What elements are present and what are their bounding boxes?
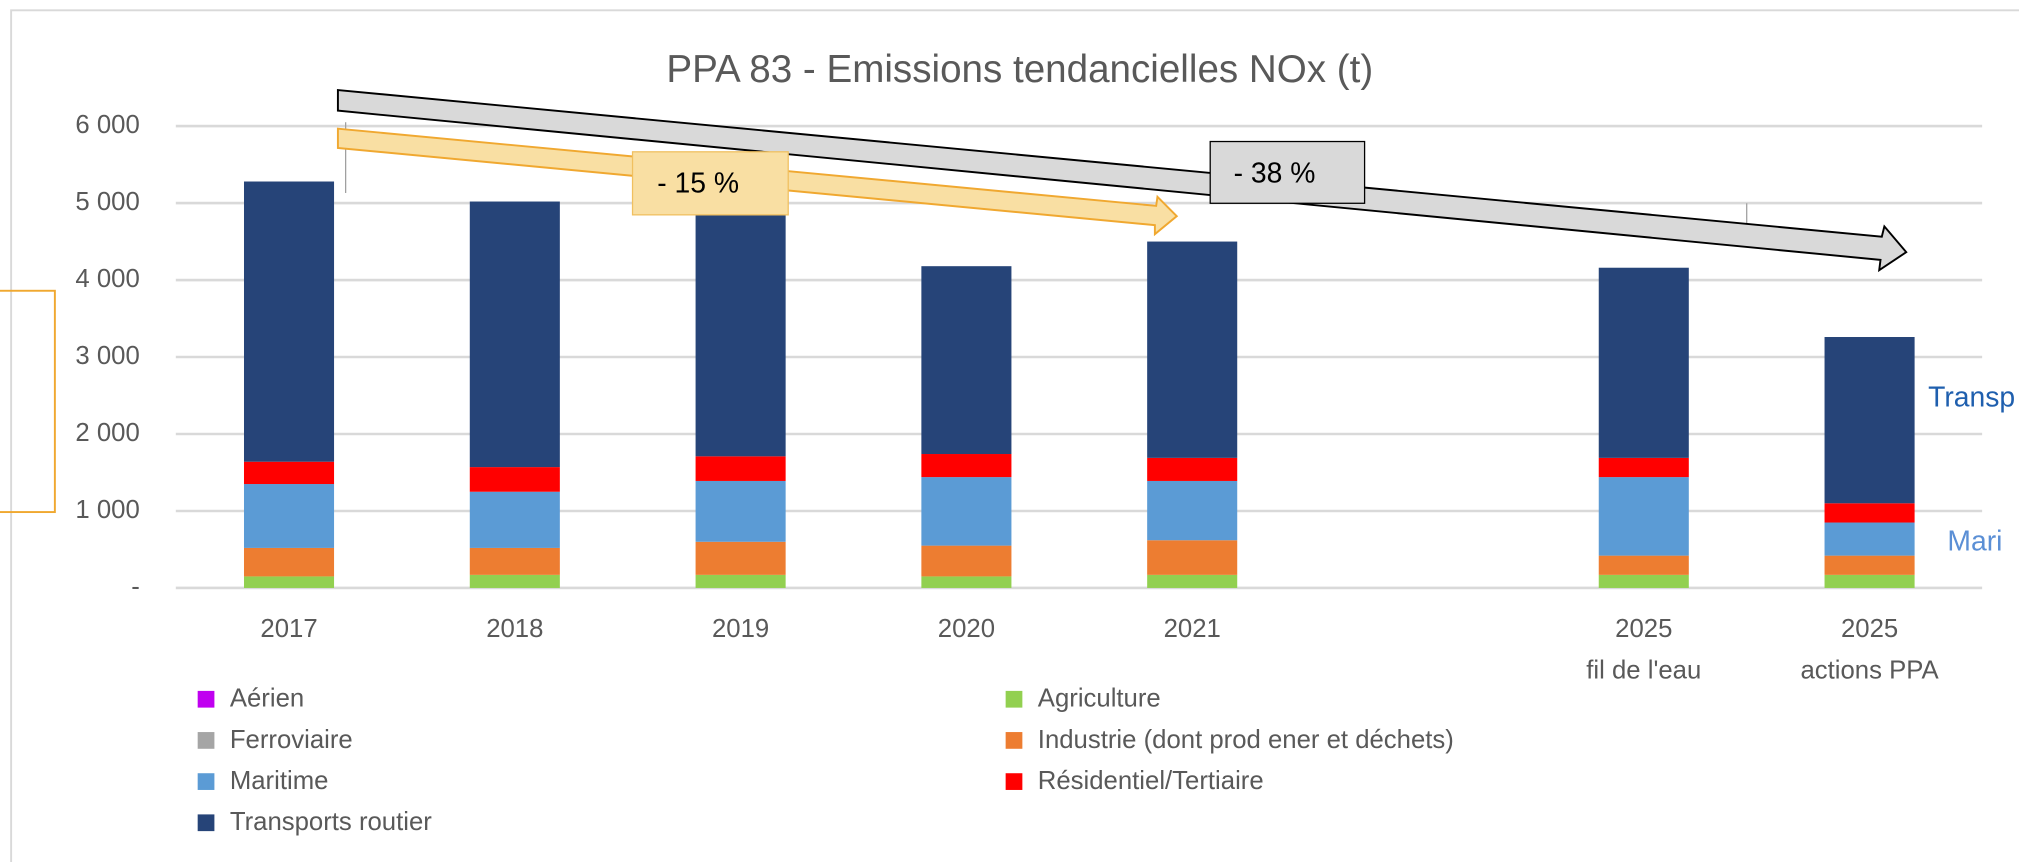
x-tick-label: 2021 (1164, 615, 1221, 643)
bar-segment (695, 456, 786, 481)
x-tick-label: 2018 (486, 615, 543, 643)
bar-segment (695, 203, 786, 457)
bar-segment (469, 574, 560, 588)
bar-segment (469, 491, 560, 548)
bar-segment (921, 477, 1012, 546)
x-tick-label: actions PPA (1800, 656, 1939, 684)
y-tick-label: 3 000 (75, 342, 139, 370)
legend-label: Agriculture (1038, 685, 1161, 713)
bar-segment (1598, 477, 1689, 556)
legend-swatch (197, 773, 215, 790)
bar-segment (1598, 555, 1689, 575)
grid: - 1 000 2 000 3 000 4 000 5 000 6 000 (75, 111, 1983, 601)
bar-segment (921, 576, 1012, 588)
legend-label: Maritime (230, 767, 329, 795)
annotation: Transp (1928, 380, 2015, 412)
x-tick-label: fil de l'eau (1586, 656, 1701, 684)
legend-swatch (197, 814, 215, 832)
legend-label: Résidentiel/Tertiaire (1038, 767, 1264, 795)
trend-arrows: - 15 % - 38 % (336, 88, 1908, 273)
bar-segment (695, 480, 786, 542)
bar-segment (1824, 555, 1915, 575)
chart-frame (10, 9, 2019, 862)
annotation: - 15 % (657, 167, 739, 199)
x-tick-label: 2019 (712, 615, 769, 643)
bar-segment (695, 541, 786, 575)
legend-label: Industrie (dont prod ener et déchets) (1038, 726, 1454, 754)
x-tick-label: 2025 (1615, 615, 1672, 643)
bar-segment (243, 484, 335, 548)
legend-label: Ferroviaire (230, 726, 353, 754)
legend-label: Aérien (230, 685, 304, 713)
bar-segment (1147, 574, 1238, 588)
legend-label: Transports routier (230, 808, 432, 836)
bar-segment (1147, 241, 1238, 458)
bar-segment (1824, 522, 1915, 556)
side-box (0, 289, 56, 514)
bar-segment (1598, 457, 1689, 478)
arrow-38 (336, 88, 1908, 273)
y-tick-label: 4 000 (75, 265, 139, 293)
bar-segment (1824, 574, 1915, 588)
legend-swatch (197, 732, 215, 749)
bar-segment (921, 266, 1012, 455)
bar-segment (469, 201, 560, 468)
bar-segment (1598, 267, 1689, 458)
legend: Aérien Agriculture Ferroviaire Industrie (d… (197, 685, 1454, 836)
label-box (1209, 140, 1366, 204)
bar-segment (1147, 540, 1238, 575)
bar-segment (921, 545, 1012, 577)
bar-segment (921, 454, 1012, 478)
x-tick-label: 2025 (1841, 615, 1898, 643)
legend-swatch (1005, 732, 1023, 749)
x-tick-label: 2017 (260, 615, 317, 643)
legend-swatch (1005, 690, 1023, 708)
bar-segment (1147, 480, 1238, 541)
x-tick-label: 2020 (938, 615, 995, 643)
bar-segment (243, 181, 335, 462)
bar-segment (469, 547, 560, 575)
bar-segment (243, 461, 335, 485)
bar-segment (243, 547, 335, 577)
y-tick-label: - (131, 573, 140, 601)
bar-segment (1147, 457, 1238, 481)
bar-segment (243, 576, 335, 588)
bar-segment (695, 574, 786, 588)
y-tick-label: 5 000 (75, 188, 139, 216)
y-tick-label: 2 000 (75, 419, 139, 447)
y-tick-label: 6 000 (75, 111, 139, 139)
legend-swatch (197, 690, 215, 708)
label-box (631, 151, 789, 216)
y-tick-label: 1 000 (75, 496, 139, 524)
annotation: - 38 % (1234, 156, 1316, 188)
bar-segment (1598, 574, 1689, 588)
bar-segment (1824, 337, 1915, 504)
chart-title: PPA 83 - Emissions tendancielles NOx (t) (666, 48, 1373, 91)
annotation: Mari (1947, 524, 2002, 556)
bars: 2017 2018 2019 2020 2021 2025 fil de l'eau 2025… (243, 181, 1940, 684)
bar-segment (469, 467, 560, 492)
bar-segment (1824, 503, 1915, 523)
legend-swatch (1005, 773, 1023, 790)
